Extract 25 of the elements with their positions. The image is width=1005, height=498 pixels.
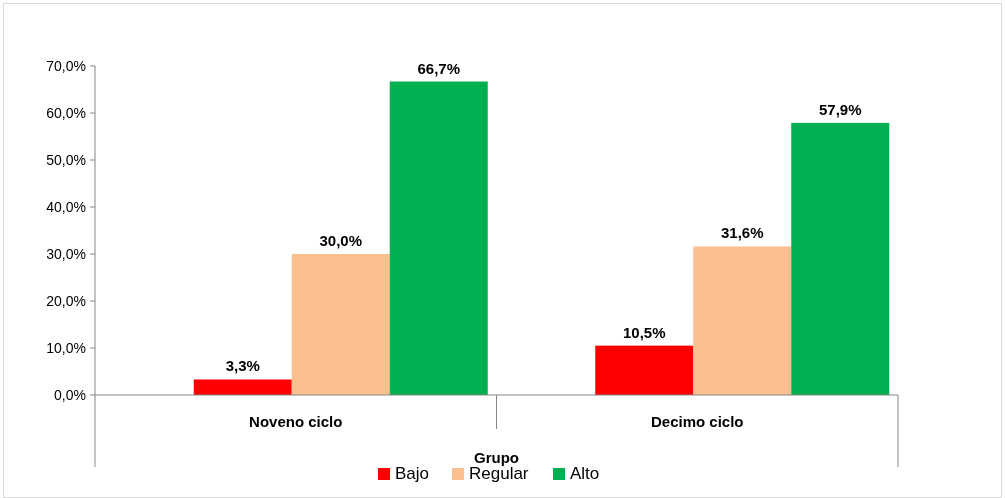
y-tick-label: 30,0% xyxy=(46,246,86,262)
bar xyxy=(693,246,792,395)
y-tick-label: 60,0% xyxy=(46,105,86,121)
y-tick-label: 20,0% xyxy=(46,293,86,309)
legend-label: Bajo xyxy=(395,464,430,483)
bar xyxy=(791,122,890,395)
y-tick-label: 0,0% xyxy=(54,387,86,403)
y-tick-label: 40,0% xyxy=(46,199,86,215)
y-tick-label: 70,0% xyxy=(46,58,86,74)
data-label: 30,0% xyxy=(319,232,363,249)
bar xyxy=(193,379,292,395)
data-label: 57,9% xyxy=(818,100,862,118)
x-tick-label: Noveno ciclo xyxy=(249,413,343,430)
legend-label: Alto xyxy=(570,464,600,483)
data-label: 31,6% xyxy=(720,224,764,242)
bar xyxy=(595,345,694,395)
data-label: 66,7% xyxy=(417,59,461,77)
data-label: 3,3% xyxy=(225,357,260,375)
x-tick-label: Decimo ciclo xyxy=(650,413,744,430)
data-label: 10,5% xyxy=(622,323,666,341)
bar xyxy=(389,81,488,395)
y-tick-label: 50,0% xyxy=(46,152,86,168)
x-axis-title: Grupo xyxy=(474,449,519,466)
y-tick-label: 10,0% xyxy=(46,340,86,356)
bar xyxy=(291,254,390,395)
